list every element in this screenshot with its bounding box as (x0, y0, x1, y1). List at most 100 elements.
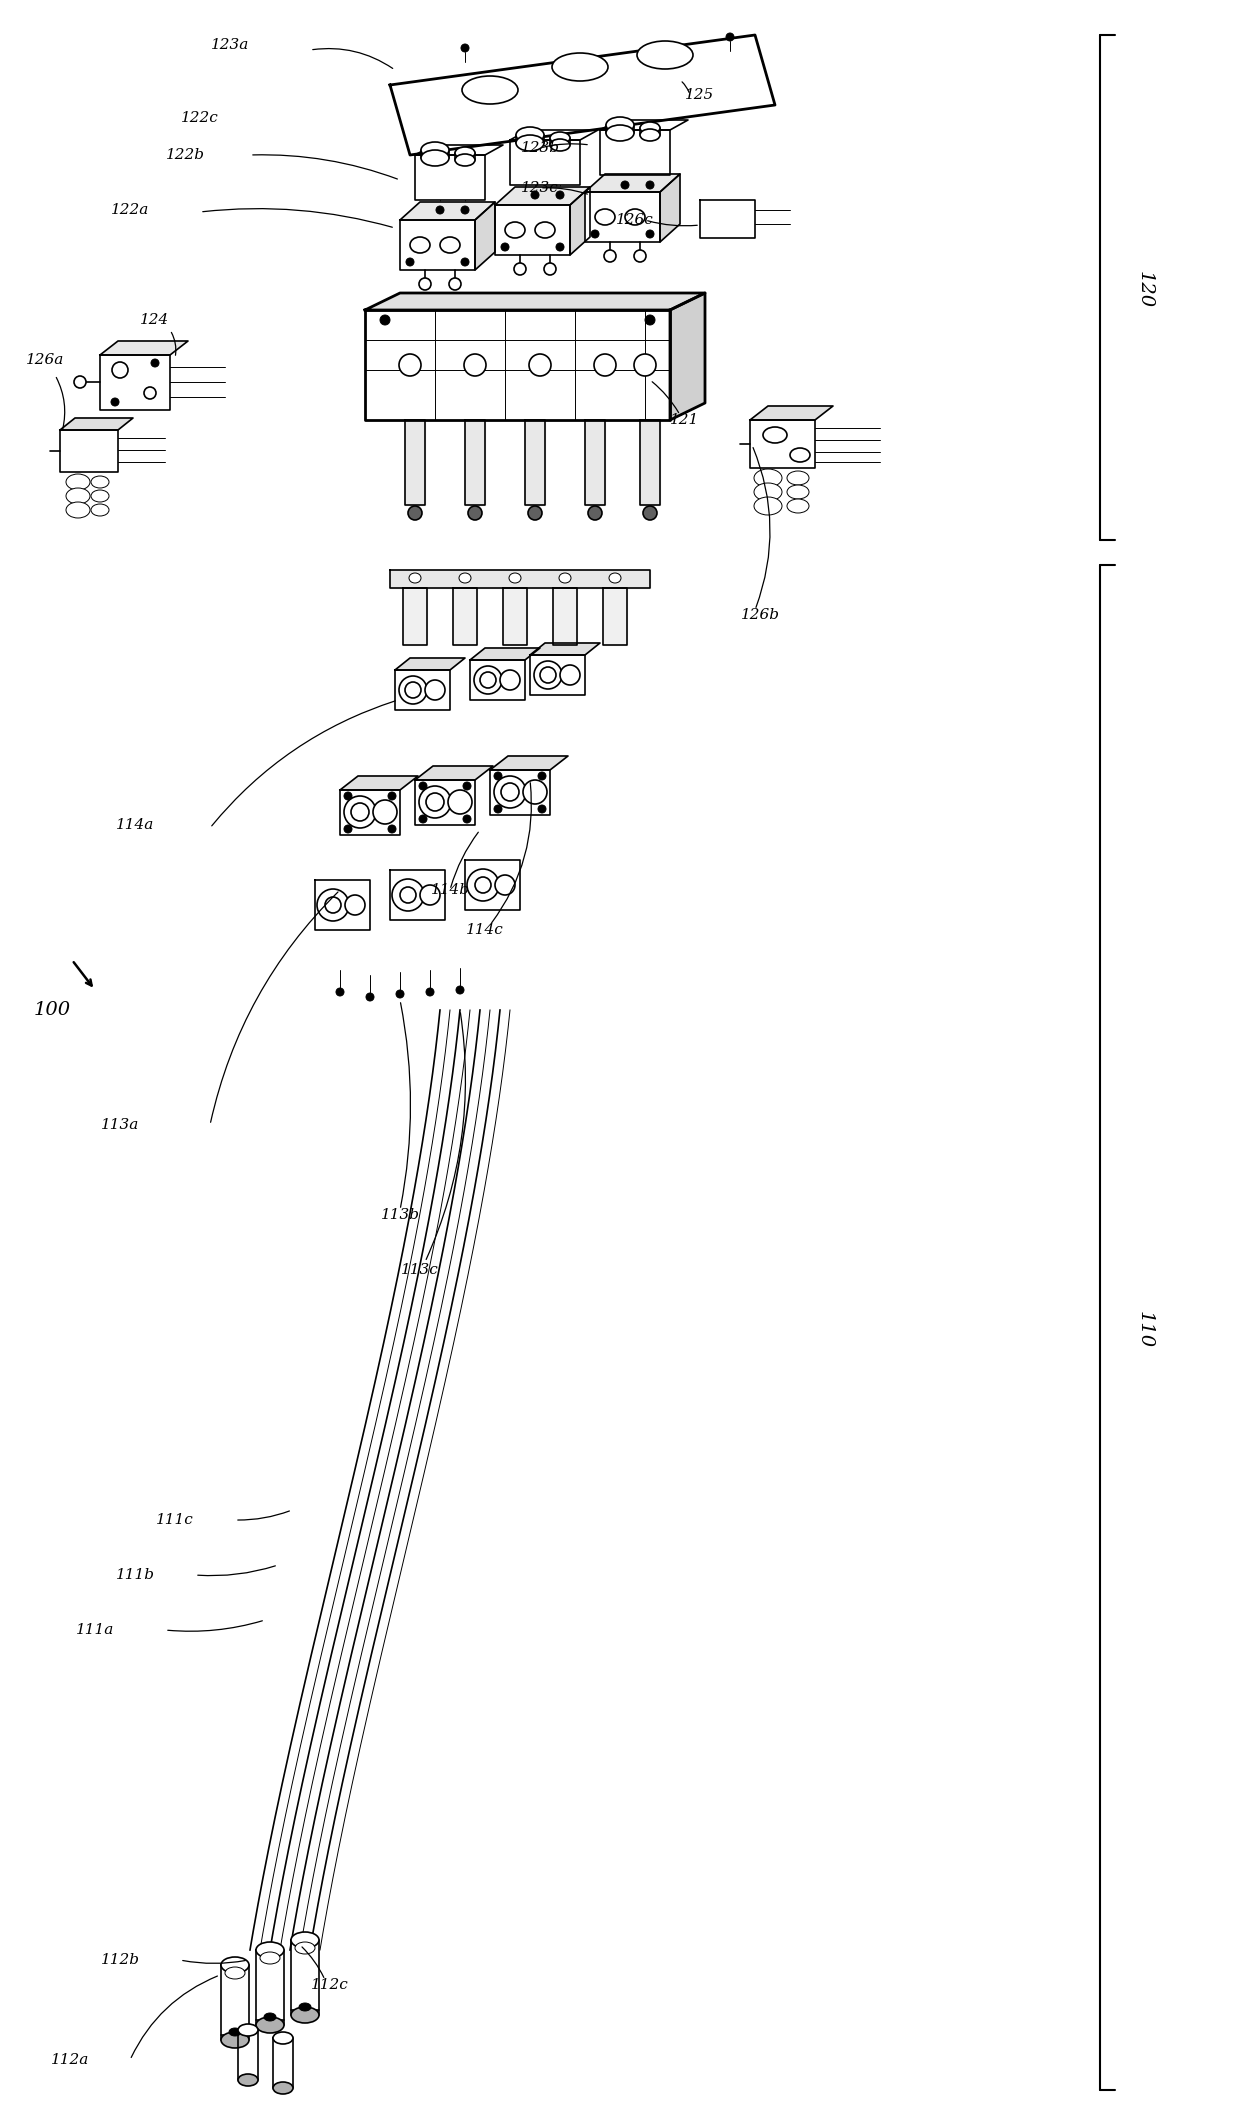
Ellipse shape (295, 1941, 315, 1954)
Ellipse shape (787, 485, 808, 500)
Polygon shape (391, 570, 650, 589)
Ellipse shape (427, 793, 444, 810)
Ellipse shape (621, 181, 629, 189)
Text: 110: 110 (1136, 1312, 1154, 1348)
Ellipse shape (224, 1967, 246, 1979)
Ellipse shape (91, 504, 109, 517)
Polygon shape (510, 140, 580, 185)
Ellipse shape (427, 989, 434, 995)
Ellipse shape (559, 574, 570, 583)
Ellipse shape (645, 315, 655, 325)
Polygon shape (401, 219, 475, 270)
Ellipse shape (396, 991, 404, 997)
Polygon shape (470, 659, 525, 699)
Polygon shape (475, 202, 495, 270)
Ellipse shape (790, 449, 810, 461)
Ellipse shape (264, 2013, 277, 2022)
Ellipse shape (74, 376, 86, 389)
Ellipse shape (529, 355, 551, 376)
Polygon shape (453, 589, 477, 644)
Ellipse shape (388, 825, 396, 833)
Polygon shape (529, 655, 585, 695)
Polygon shape (238, 2030, 258, 2079)
Ellipse shape (538, 806, 546, 812)
Ellipse shape (229, 2028, 241, 2037)
Text: 123c: 123c (521, 181, 559, 196)
Text: 122a: 122a (110, 202, 149, 217)
Ellipse shape (637, 40, 693, 68)
Ellipse shape (606, 125, 634, 140)
Text: 111c: 111c (156, 1514, 193, 1526)
Ellipse shape (551, 132, 570, 145)
Ellipse shape (419, 279, 432, 289)
Text: 122c: 122c (181, 111, 219, 125)
Ellipse shape (463, 77, 518, 104)
Polygon shape (553, 589, 577, 644)
Ellipse shape (754, 483, 782, 502)
Text: 121: 121 (671, 412, 699, 427)
Ellipse shape (560, 665, 580, 685)
Ellipse shape (448, 791, 472, 814)
Polygon shape (503, 589, 527, 644)
Ellipse shape (463, 814, 471, 823)
Text: 113a: 113a (100, 1118, 139, 1131)
Text: 122b: 122b (165, 149, 205, 162)
Polygon shape (391, 870, 445, 921)
Ellipse shape (763, 427, 787, 442)
Ellipse shape (508, 574, 521, 583)
Text: 123a: 123a (211, 38, 249, 51)
Text: 123b: 123b (521, 140, 559, 155)
Text: 100: 100 (33, 1001, 71, 1018)
Ellipse shape (151, 359, 159, 368)
Ellipse shape (634, 355, 656, 376)
Ellipse shape (392, 878, 424, 912)
Ellipse shape (291, 1933, 319, 1947)
Text: 112c: 112c (311, 1977, 348, 1992)
Text: 126a: 126a (26, 353, 64, 368)
Ellipse shape (516, 128, 544, 142)
Ellipse shape (461, 45, 469, 51)
Text: 126c: 126c (616, 213, 653, 227)
Ellipse shape (754, 470, 782, 487)
Polygon shape (670, 293, 706, 421)
Ellipse shape (604, 251, 616, 261)
Ellipse shape (405, 257, 414, 266)
Polygon shape (100, 340, 188, 355)
Ellipse shape (538, 772, 546, 780)
Ellipse shape (273, 2081, 293, 2094)
Ellipse shape (405, 682, 422, 697)
Ellipse shape (544, 264, 556, 274)
Polygon shape (495, 204, 570, 255)
Polygon shape (405, 421, 425, 506)
Ellipse shape (422, 151, 449, 166)
Ellipse shape (459, 574, 471, 583)
Ellipse shape (754, 497, 782, 514)
Ellipse shape (500, 670, 520, 691)
Ellipse shape (539, 668, 556, 682)
Ellipse shape (419, 814, 427, 823)
Ellipse shape (408, 506, 422, 521)
Polygon shape (340, 791, 401, 836)
Ellipse shape (634, 251, 646, 261)
Ellipse shape (591, 230, 599, 238)
Ellipse shape (273, 2032, 293, 2043)
Ellipse shape (461, 257, 469, 266)
Polygon shape (401, 202, 495, 219)
Polygon shape (570, 187, 590, 255)
Ellipse shape (66, 489, 91, 504)
Ellipse shape (238, 2024, 258, 2037)
Ellipse shape (606, 117, 634, 134)
Polygon shape (291, 1941, 319, 2015)
Polygon shape (525, 421, 546, 506)
Polygon shape (529, 642, 600, 655)
Polygon shape (391, 34, 775, 155)
Ellipse shape (494, 776, 526, 808)
Ellipse shape (640, 121, 660, 134)
Polygon shape (585, 174, 680, 191)
Ellipse shape (343, 795, 376, 827)
Polygon shape (415, 145, 503, 155)
Ellipse shape (595, 208, 615, 225)
Ellipse shape (221, 1958, 249, 1973)
Ellipse shape (495, 876, 515, 895)
Ellipse shape (464, 355, 486, 376)
